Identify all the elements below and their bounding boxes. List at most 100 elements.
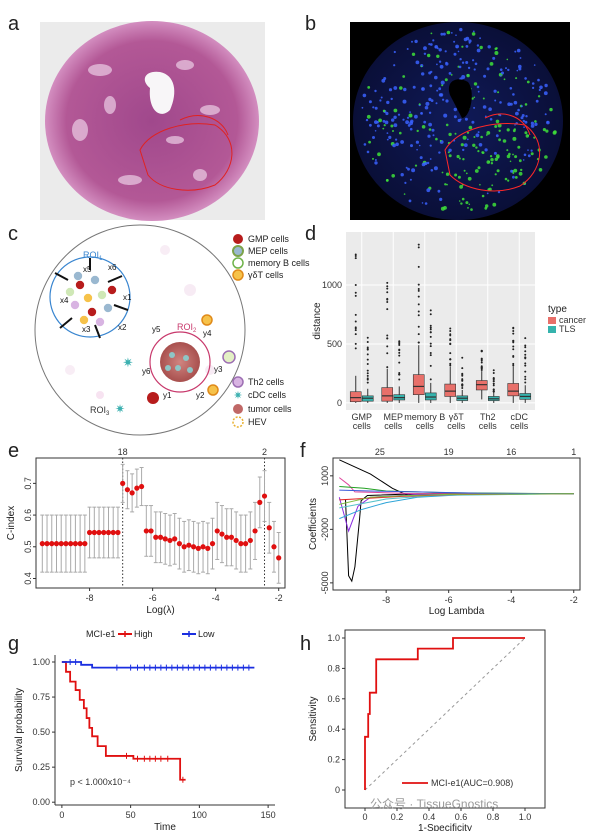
if-cell-dot — [533, 64, 536, 66]
if-cell-dot — [459, 185, 463, 189]
outlier-point — [512, 327, 515, 330]
if-cell-dot — [516, 69, 519, 72]
roi1-arrow — [54, 272, 69, 281]
if-cell-dot — [438, 151, 441, 154]
roi3-label: ROI3 — [90, 405, 110, 417]
x-tick-label: 150 — [261, 810, 276, 820]
y-axis-title: Survival probability — [14, 688, 25, 772]
if-cell-dot — [372, 136, 375, 139]
if-cell-dot — [377, 152, 381, 157]
if-cell-dot — [517, 108, 520, 112]
if-cell-dot — [490, 158, 494, 162]
if-cell-dot — [518, 159, 522, 163]
if-cell-dot — [445, 61, 448, 64]
y-tick-label: -2000 — [320, 518, 330, 541]
x-tick-label: -6 — [149, 593, 157, 603]
x-tick-label: 0.8 — [487, 812, 500, 822]
roi1-cell — [75, 280, 85, 290]
data-point — [200, 544, 206, 550]
if-cell-dot — [403, 193, 406, 195]
if-cell-dot — [497, 91, 500, 94]
outlier-point — [480, 358, 483, 361]
if-cell-dot — [429, 43, 433, 46]
roc-curve-plot: 0 0.2 0.4 0.6 0.8 1.0 0 0.2 0.4 0.6 0.8 1.0 MCI-e1(A… — [308, 629, 546, 831]
if-cell-dot — [385, 179, 389, 182]
if-cell-dot — [466, 131, 470, 134]
if-cell-dot — [443, 113, 448, 118]
gmp-cell-icon — [233, 234, 243, 244]
box — [381, 387, 394, 402]
if-cell-dot — [425, 101, 430, 106]
outlier-point — [398, 342, 401, 345]
if-cell-dot — [520, 168, 523, 172]
if-cell-dot — [474, 169, 479, 173]
if-cell-dot — [382, 119, 386, 123]
if-cell-dot — [445, 172, 450, 176]
if-cell-dot — [489, 118, 493, 121]
x-label-3: x3 — [82, 325, 91, 334]
if-tissue-image — [350, 22, 570, 220]
if-cell-dot — [438, 60, 442, 63]
outlier-point — [492, 382, 495, 385]
if-cell-dot — [477, 131, 480, 134]
roi1-cell — [65, 287, 75, 297]
if-cell-dot — [479, 183, 481, 186]
if-cell-dot — [512, 153, 514, 156]
x-tick-label: -8 — [86, 593, 94, 603]
data-point — [129, 490, 135, 496]
if-cell-dot — [518, 67, 522, 71]
outlier-point — [398, 361, 401, 364]
if-cell-dot — [404, 181, 407, 184]
if-cell-dot — [497, 190, 501, 194]
y-tick-label: 0.4 — [327, 724, 340, 734]
y-tick-label: 0.00 — [32, 797, 50, 807]
if-cell-dot — [539, 85, 543, 90]
if-cell-dot — [514, 155, 518, 159]
tumor-core-cell — [165, 365, 171, 371]
outlier-point — [366, 377, 369, 380]
if-cell-dot — [421, 125, 426, 129]
y-tick-label: 0 — [337, 398, 342, 408]
outlier-point — [366, 346, 369, 349]
if-cell-dot — [454, 132, 457, 135]
x-tick-label: γδT — [449, 412, 465, 422]
x-axis-title: Time — [154, 822, 176, 831]
outlier-point — [449, 327, 452, 330]
if-cell-dot — [477, 150, 480, 153]
outlier-point — [366, 347, 369, 350]
outlier-point — [417, 333, 420, 336]
x-tick-label: -2 — [275, 593, 283, 603]
x-tick-label: -4 — [212, 593, 220, 603]
x-tick-label: -6 — [445, 595, 453, 605]
if-cell-dot — [436, 47, 439, 50]
if-cell-dot — [439, 64, 444, 69]
if-cell-dot — [510, 169, 514, 173]
outlier-point — [417, 243, 420, 246]
if-cell-dot — [491, 184, 494, 187]
if-cell-dot — [421, 87, 424, 90]
if-cell-dot — [538, 168, 543, 172]
box — [412, 374, 425, 395]
if-cell-dot — [553, 130, 557, 134]
if-cell-dot — [458, 65, 462, 69]
if-cell-dot — [392, 143, 396, 148]
data-point — [101, 529, 107, 536]
outlier-point — [417, 303, 420, 306]
lasso-coefficient-plot: -8 -6 -4 -2 -5000 -2000 1000 25 19 16 1 Log Lambda C… — [308, 447, 581, 617]
if-cell-dot — [369, 123, 372, 127]
if-cell-dot — [411, 52, 416, 56]
if-cell-dot — [454, 173, 458, 177]
if-cell-dot — [471, 32, 476, 36]
if-cell-dot — [428, 128, 432, 131]
y-label-3: y3 — [214, 365, 223, 374]
if-cell-dot — [516, 48, 521, 53]
gdt-cell — [207, 384, 219, 396]
tumor-core-cell — [187, 367, 193, 373]
if-cell-dot — [479, 45, 483, 50]
if-cell-dot — [406, 48, 409, 50]
if-cell-dot — [506, 154, 511, 159]
if-cell-dot — [520, 116, 524, 120]
if-cell-dot — [430, 169, 434, 172]
y-label-4: y4 — [203, 329, 212, 338]
survival-curve-plot: 0 50 100 150 0.00 0.25 0.50 0.75 1.00 p < 1.000x1… — [14, 629, 276, 831]
